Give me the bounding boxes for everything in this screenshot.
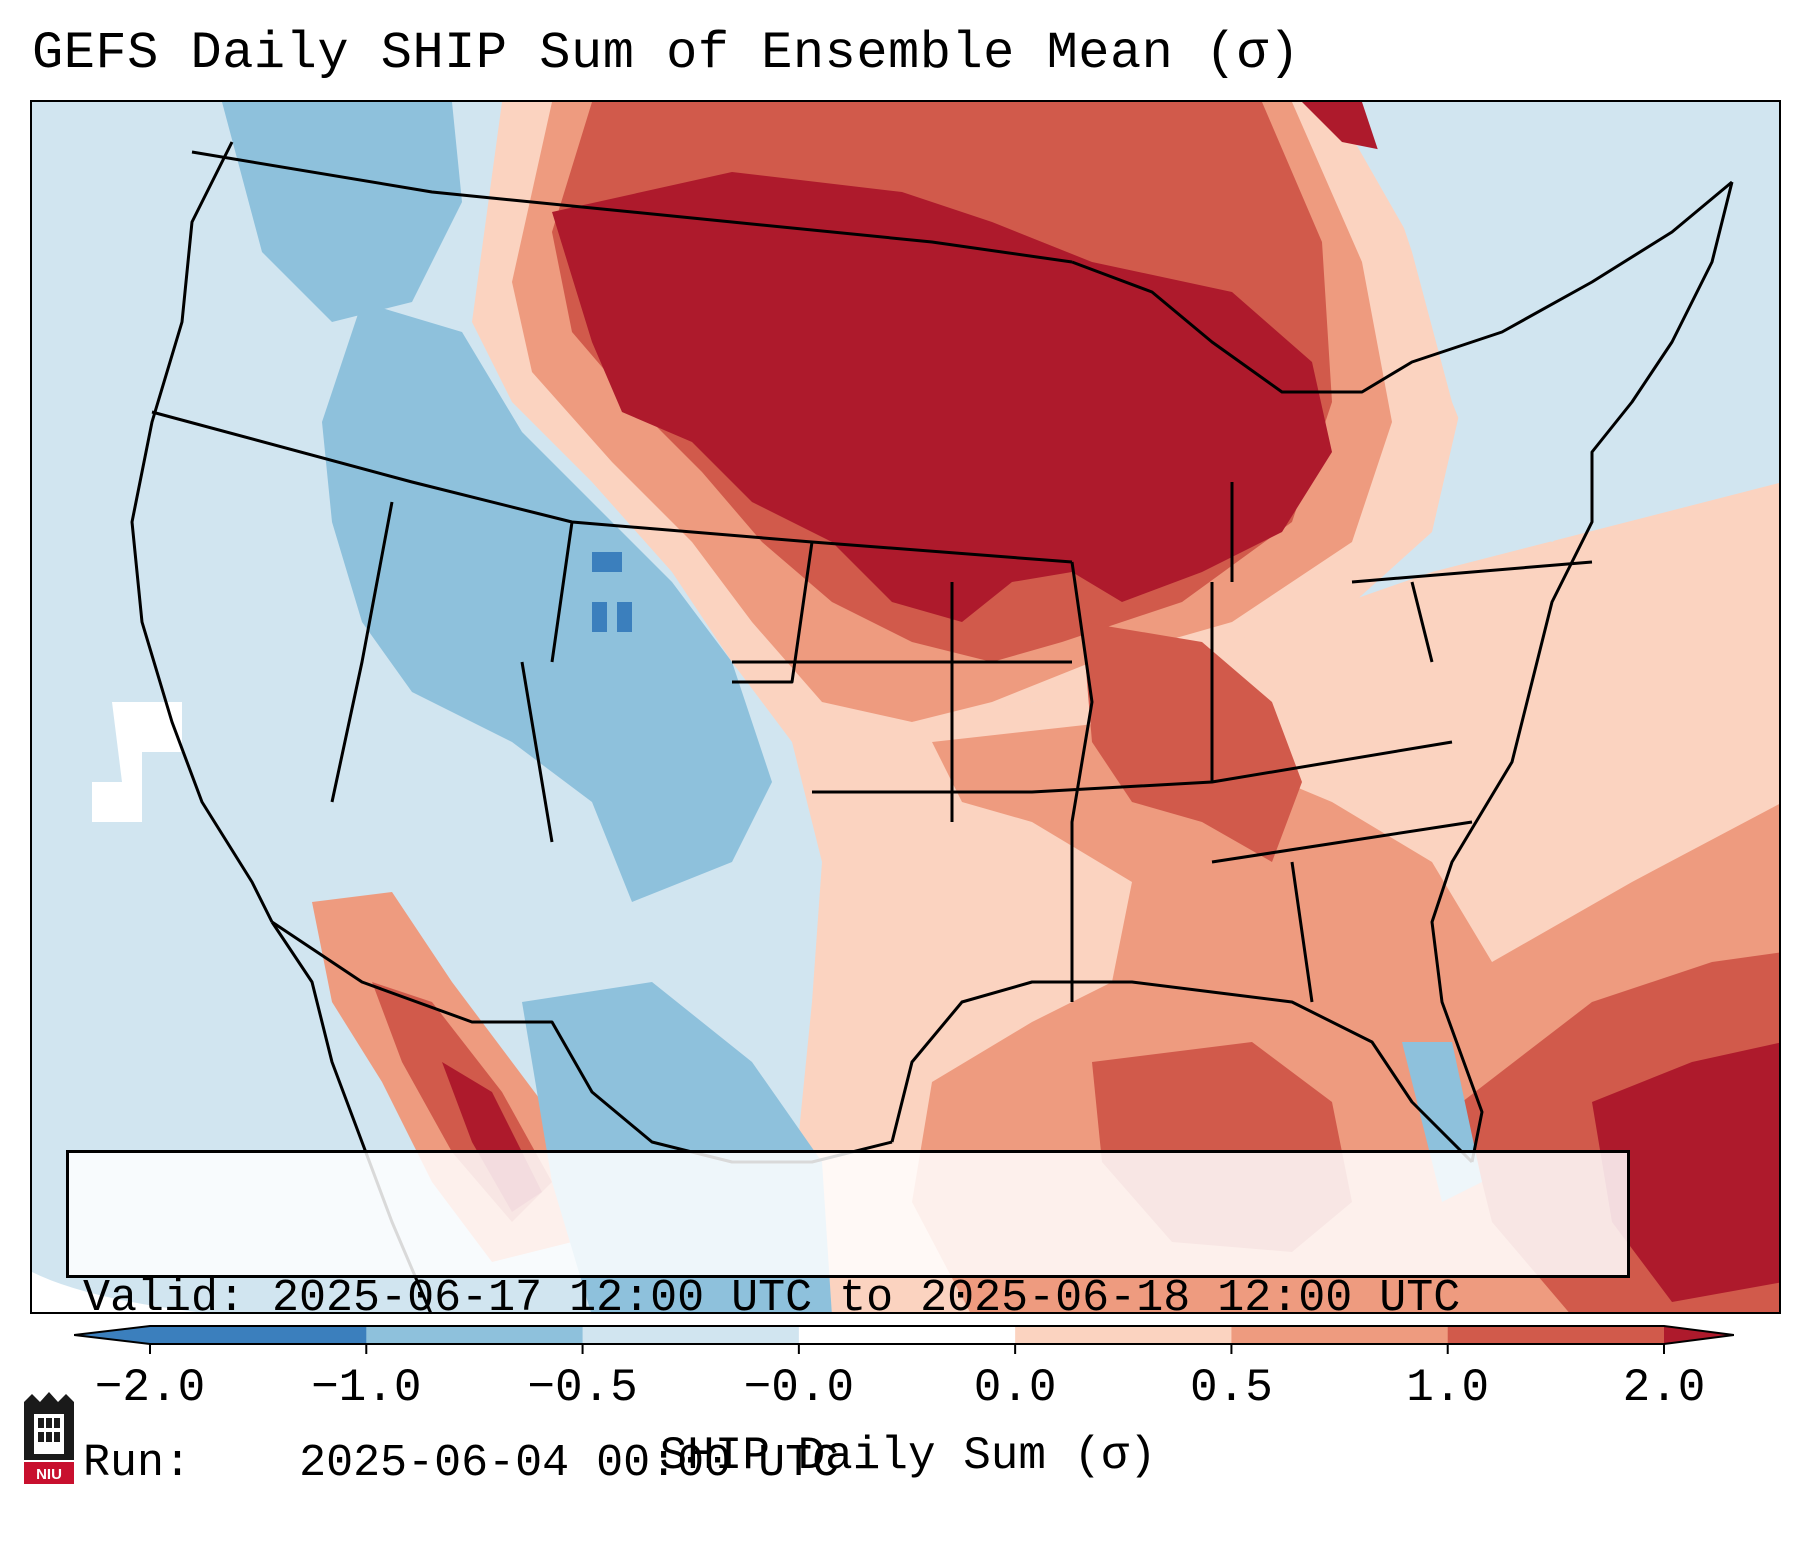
colorbar-segment bbox=[366, 1326, 584, 1344]
colorbar-extend-low bbox=[74, 1326, 150, 1344]
colorbar bbox=[74, 1325, 1734, 1354]
colorbar-tick-label: 2.0 bbox=[1622, 1362, 1706, 1414]
field-colorado-deep bbox=[592, 552, 632, 632]
field-atlantic-max bbox=[1592, 1042, 1779, 1302]
colorbar-title: SHIP Daily Sum (σ) bbox=[659, 1430, 1157, 1482]
run-label: Run: bbox=[83, 1438, 192, 1489]
us-west-coast bbox=[130, 141, 274, 923]
field-great-lakes-max bbox=[552, 172, 1332, 622]
colorbar-tick-label: 0.0 bbox=[973, 1362, 1057, 1414]
us-east-coast bbox=[1430, 181, 1734, 1163]
colorbar-segment bbox=[798, 1326, 1016, 1344]
colorbar-segment bbox=[582, 1326, 800, 1344]
valid-value: 2025-06-17 12:00 UTC to 2025-06-18 12:00… bbox=[272, 1273, 1461, 1324]
colorbar-segment bbox=[1447, 1326, 1665, 1344]
great-lakes-outline bbox=[1071, 180, 1733, 394]
valid-label: Valid: bbox=[83, 1273, 246, 1324]
colorbar-segment bbox=[150, 1326, 367, 1344]
niu-logo: NIU bbox=[24, 1392, 74, 1484]
colorbar-segment bbox=[1231, 1326, 1449, 1344]
colorbar-tick-label: 1.0 bbox=[1406, 1362, 1490, 1414]
colorbar-segment bbox=[1015, 1326, 1232, 1344]
field-southwest-cool bbox=[612, 662, 772, 862]
valid-run-box: Valid: 2025-06-17 12:00 UTC to 2025-06-1… bbox=[66, 1150, 1630, 1489]
state-lines bbox=[151, 410, 1593, 1003]
colorbar-tick-label: −1.0 bbox=[311, 1362, 422, 1414]
map-svg bbox=[32, 102, 1779, 1312]
gulf-coast bbox=[890, 980, 1474, 1164]
logo-text: NIU bbox=[36, 1466, 62, 1483]
colorbar-tick-label: −0.0 bbox=[743, 1362, 855, 1414]
field-pacific-northwest-cool bbox=[222, 102, 462, 322]
colorbar-tick-label: 0.5 bbox=[1190, 1362, 1273, 1414]
field-missing-data bbox=[92, 702, 182, 822]
run-value: 2025-06-04 00:00 UTC bbox=[299, 1438, 840, 1489]
colorbar-extend-high bbox=[1664, 1326, 1734, 1344]
chart-title: GEFS Daily SHIP Sum of Ensemble Mean (σ) bbox=[32, 24, 1301, 83]
map-panel bbox=[30, 100, 1781, 1314]
field-intermountain-cool bbox=[322, 302, 732, 902]
field-mississippi-valley-strong bbox=[1082, 622, 1302, 862]
run-row: Run: 2025-06-04 00:00 UTC bbox=[83, 1436, 1613, 1491]
valid-row: Valid: 2025-06-17 12:00 UTC to 2025-06-1… bbox=[83, 1271, 1613, 1326]
us-canada-border bbox=[191, 150, 1073, 264]
colorbar-tick-label: −0.5 bbox=[527, 1362, 638, 1414]
field-northeast-cool bbox=[1362, 102, 1779, 542]
colorbar-tick-label: −2.0 bbox=[94, 1362, 206, 1414]
